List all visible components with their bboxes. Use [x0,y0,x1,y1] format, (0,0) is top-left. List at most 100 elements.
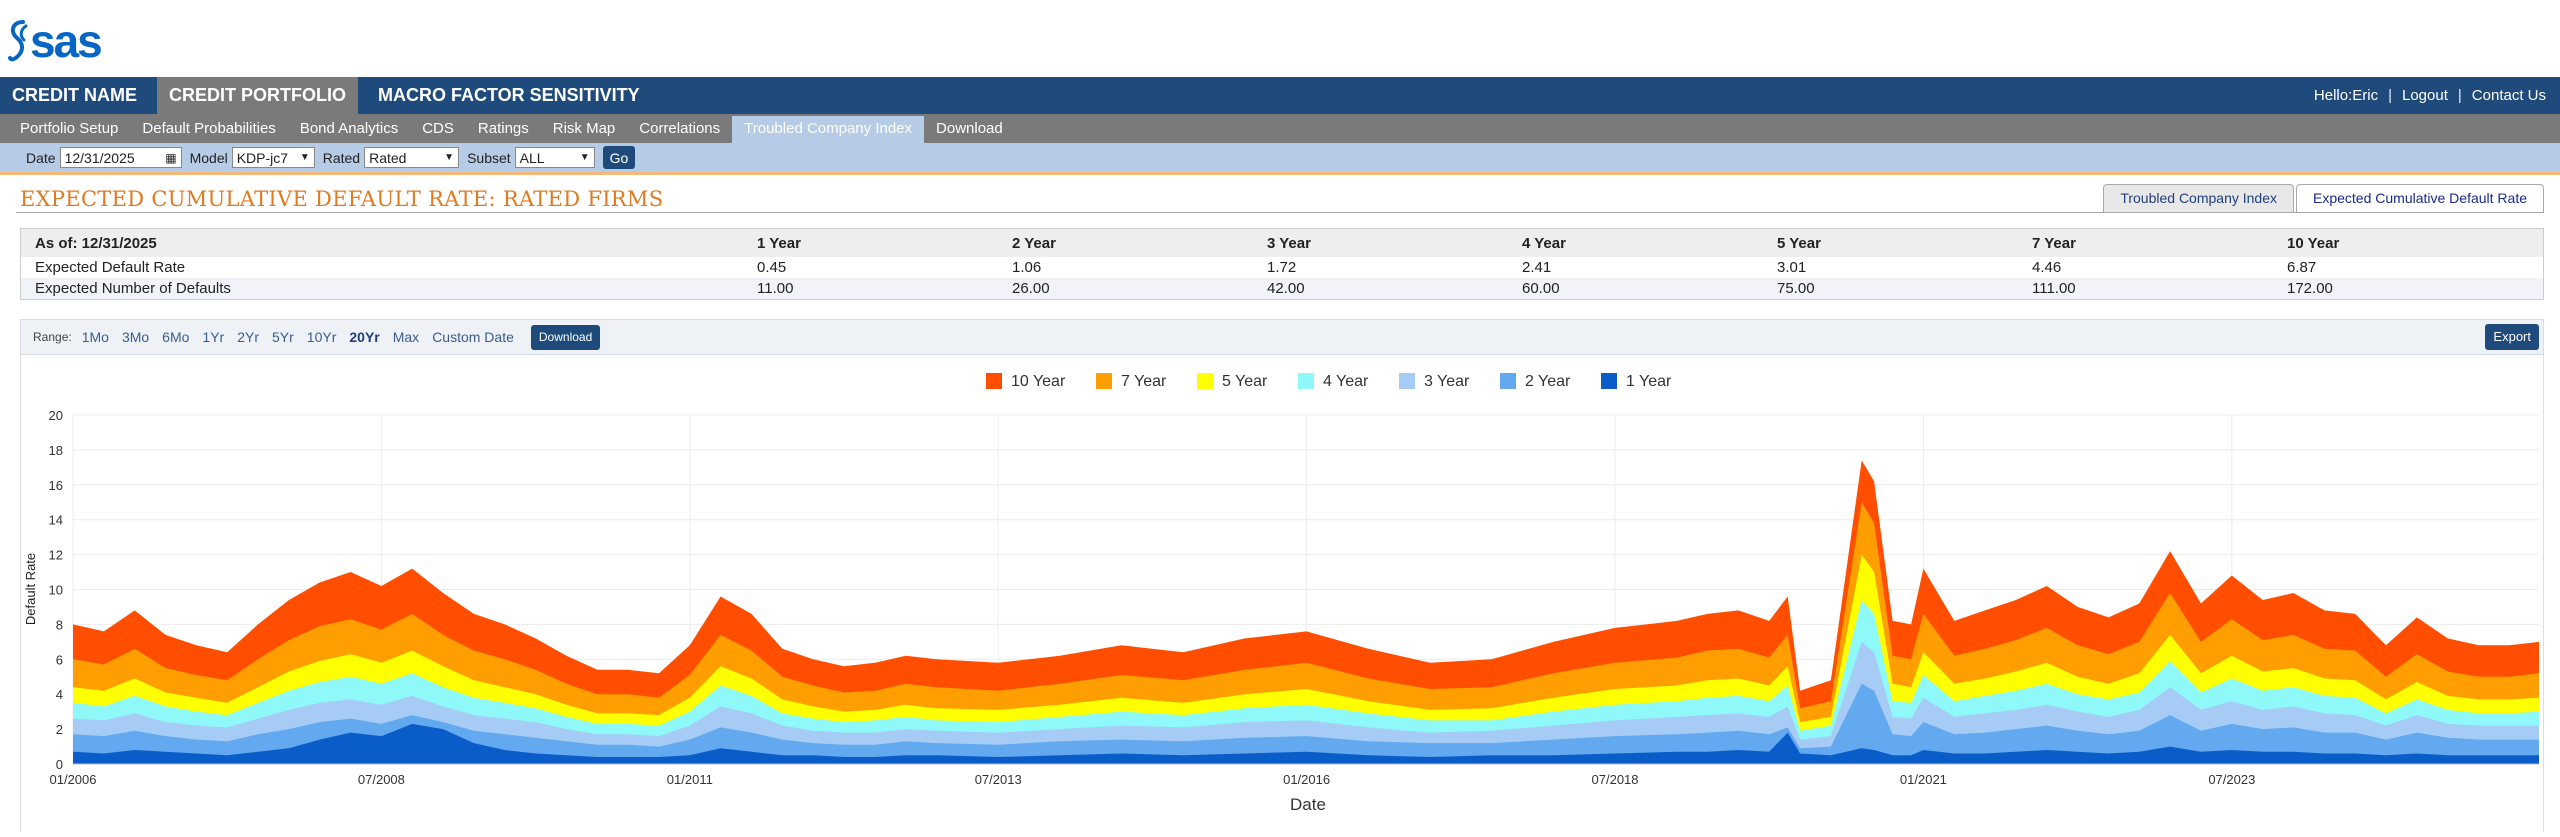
legend-swatch [1500,373,1516,389]
logo-text: sas [30,15,103,67]
user-greeting: Hello:Eric [2313,87,2379,104]
legend-swatch [1096,373,1112,389]
range-20yr[interactable]: 20Yr [349,329,380,345]
tab-troubled-company-index[interactable]: Troubled Company Index [2103,184,2294,212]
y-tick-label: 2 [56,722,63,737]
tab-expected-cumulative-default-rate[interactable]: Expected Cumulative Default Rate [2296,184,2544,212]
chevron-down-icon: ▼ [579,152,590,163]
range-label: Range: [33,330,72,344]
subset-select[interactable]: ALL ▼ [514,147,595,168]
rated-select[interactable]: Rated ▼ [364,147,460,168]
header-logo-bar: sas [0,0,2560,77]
subnav-portfolio-setup[interactable]: Portfolio Setup [20,120,119,137]
divider: | [2388,87,2392,104]
column-header: 7 Year [2032,234,2076,252]
range-custom-date[interactable]: Custom Date [432,329,514,345]
column-header: 1 Year [757,234,801,252]
legend-swatch [1399,373,1415,389]
model-select[interactable]: KDP-jc7 ▼ [231,147,315,168]
nav-macro-factor-sensitivity[interactable]: MACRO FACTOR SENSITIVITY [378,85,640,105]
divider: | [2457,87,2462,104]
table-cell: 1.06 [1012,259,1042,276]
series-area-2-year [73,683,2539,764]
summary-table: As of: 12/31/2025 1 Year 2 Year 3 Year 4… [20,228,2544,300]
subset-value: ALL [519,149,545,166]
nav-credit-name[interactable]: CREDIT NAME [12,85,137,105]
y-tick-label: 6 [56,652,63,667]
subnav-cds[interactable]: CDS [422,120,454,137]
date-input[interactable]: 12/31/2025 ▦ [59,147,182,168]
range-1mo[interactable]: 1Mo [81,329,109,345]
legend-swatch [1197,373,1213,389]
column-header: 3 Year [1267,234,1311,252]
y-axis-title: Default Rate [23,553,38,625]
x-tick-label: 01/2006 [50,772,97,787]
y-tick-label: 14 [49,513,63,528]
y-tick-label: 0 [56,757,63,772]
secondary-nav: Portfolio Setup Default Probabilities Bo… [0,114,2560,143]
table-cell: 4.46 [2032,259,2062,276]
legend-swatch [1298,373,1314,389]
y-tick-label: 16 [49,478,63,493]
logout-link[interactable]: Logout [2402,87,2448,104]
subset-label: Subset [467,149,511,166]
range-max[interactable]: Max [392,329,420,345]
chevron-down-icon: ▼ [444,152,455,163]
user-menu: Hello:Eric | Logout | Contact Us [2314,77,2546,114]
primary-nav: CREDIT NAME CREDIT PORTFOLIO MACRO FACTO… [0,77,2560,114]
series-area-1-year [73,723,2539,764]
subnav-risk-map[interactable]: Risk Map [552,120,616,137]
range-3mo[interactable]: 3Mo [121,329,150,345]
chart-container: 0 2 4 6 8 10 12 14 16 18 20 01/2006 07/2008 01/2011 07… [20,355,2544,832]
column-header: 2 Year [1012,234,1056,252]
subnav-correlations[interactable]: Correlations [639,120,721,137]
export-button[interactable]: Export [2485,324,2539,350]
table-cell: 3.01 [1777,259,1807,276]
contact-us-link[interactable]: Contact Us [2471,87,2546,104]
sas-logo-icon [8,20,28,62]
legend-swatch [986,373,1002,389]
column-header: 10 Year [2287,234,2340,252]
legend-label: 7 Year [1121,373,1167,390]
table-cell: 75.00 [1777,280,1815,297]
download-button[interactable]: Download [530,324,601,350]
y-tick-label: 12 [49,548,63,563]
y-tick-label: 18 [49,443,63,458]
range-5yr[interactable]: 5Yr [272,329,294,345]
range-10yr[interactable]: 10Yr [306,329,337,345]
table-cell: 6.87 [2287,259,2317,276]
x-axis-title: Date [1290,795,1326,814]
range-6mo[interactable]: 6Mo [162,329,190,345]
rated-label: Rated [322,149,361,166]
default-rate-chart[interactable]: 0 2 4 6 8 10 12 14 16 18 20 01/2006 07/2008 01/2011 07… [21,355,2543,832]
nav-credit-portfolio[interactable]: CREDIT PORTFOLIO [157,77,358,114]
table-cell: 0.45 [757,259,787,276]
subnav-troubled-company-index[interactable]: Troubled Company Index [732,116,925,143]
column-header: 4 Year [1522,234,1566,252]
subnav-default-probabilities[interactable]: Default Probabilities [142,120,276,137]
page-title: EXPECTED CUMULATIVE DEFAULT RATE: RATED … [20,187,664,211]
view-tabs: Troubled Company Index Expected Cumulati… [2101,184,2544,212]
subnav-download[interactable]: Download [936,120,1003,137]
x-tick-label: 01/2016 [1283,772,1330,787]
legend-label: 2 Year [1525,373,1571,390]
calendar-icon[interactable]: ▦ [165,150,177,165]
subnav-bond-analytics[interactable]: Bond Analytics [299,120,399,137]
date-label: Date [26,149,56,166]
table-row: Expected Number of Defaults 11.00 26.00 … [21,278,2543,299]
table-row: Expected Default Rate 0.45 1.06 1.72 2.4… [21,257,2543,278]
range-2yr[interactable]: 2Yr [237,329,259,345]
legend-label: 4 Year [1323,373,1369,390]
table-cell: 60.00 [1522,280,1560,297]
table-cell: 2.41 [1522,259,1552,276]
chevron-down-icon: ▼ [299,152,310,163]
range-1yr[interactable]: 1Yr [202,329,225,345]
range-selector: Range: 1Mo 3Mo 6Mo 1Yr 2Yr 5Yr 10Yr 20Yr… [20,319,2544,355]
go-button[interactable]: Go [602,146,636,169]
sas-logo[interactable]: sas [8,14,103,68]
divider [16,212,2544,213]
table-cell: 26.00 [1012,280,1050,297]
y-tick-label: 8 [56,617,63,632]
subnav-ratings[interactable]: Ratings [477,120,529,137]
y-tick-label: 20 [49,408,63,423]
